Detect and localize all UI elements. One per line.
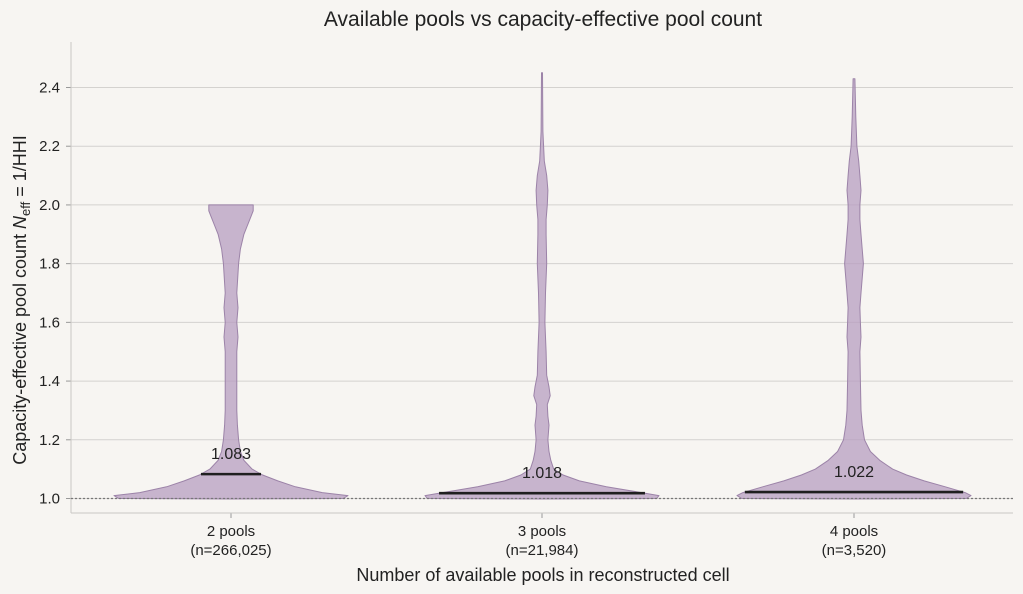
y-tick-label: 2.4 bbox=[39, 80, 60, 97]
violin-4-pools bbox=[736, 78, 972, 500]
x-category-count: (n=3,520) bbox=[822, 542, 887, 559]
y-axis-title-suffix: = 1/HHI bbox=[10, 135, 30, 202]
x-axis-title: Number of available pools in reconstruct… bbox=[356, 565, 729, 585]
y-axis-title-sub: eff bbox=[18, 201, 33, 216]
y-tick-label: 1.8 bbox=[39, 256, 60, 273]
y-tick-label: 1.4 bbox=[39, 373, 60, 390]
x-categories: 2 pools (n=266,025) 3 pools (n=21,984) 4 poo… bbox=[190, 513, 886, 559]
x-category-label: 2 pools bbox=[207, 523, 255, 540]
violins bbox=[113, 72, 972, 500]
y-tick-label: 1.0 bbox=[39, 491, 60, 508]
y-axis-title-prefix: Capacity-effective pool count bbox=[10, 229, 30, 465]
x-category-count: (n=266,025) bbox=[190, 542, 271, 559]
x-category-label: 3 pools bbox=[518, 523, 566, 540]
x-category-count: (n=21,984) bbox=[506, 542, 579, 559]
y-ticks: 1.0 1.2 1.4 1.6 1.8 2.0 2.2 2.4 bbox=[39, 80, 71, 508]
y-tick-label: 2.2 bbox=[39, 138, 60, 155]
x-category-label: 4 pools bbox=[830, 523, 878, 540]
y-tick-label: 1.6 bbox=[39, 314, 60, 331]
chart-title: Available pools vs capacity-effective po… bbox=[324, 8, 762, 31]
y-tick-label: 1.2 bbox=[39, 432, 60, 449]
median-label: 1.083 bbox=[211, 446, 251, 463]
y-tick-label: 2.0 bbox=[39, 197, 60, 214]
medians: 1.083 1.018 1.022 bbox=[200, 446, 964, 495]
y-axis-title-var: N bbox=[10, 215, 30, 229]
violin-2-pools bbox=[113, 204, 349, 500]
median-label: 1.018 bbox=[522, 465, 562, 482]
violin-3-pools bbox=[424, 72, 660, 500]
median-label: 1.022 bbox=[834, 464, 874, 481]
y-axis-title: Capacity-effective pool count Neff = 1/H… bbox=[10, 135, 33, 465]
